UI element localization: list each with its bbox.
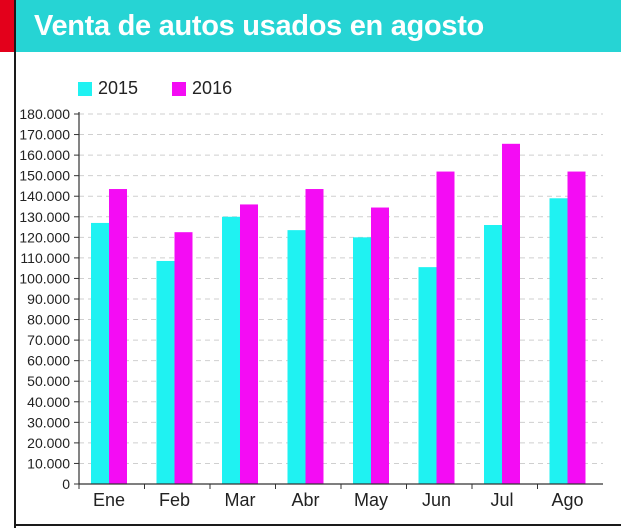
header-accent-block bbox=[0, 0, 14, 52]
y-tick-label: 30.000 bbox=[27, 414, 70, 430]
bar-2015-ene bbox=[91, 222, 109, 484]
legend-swatch-2016 bbox=[172, 81, 187, 96]
bar-2015-jul bbox=[484, 225, 502, 484]
y-tick-label: 40.000 bbox=[27, 394, 70, 410]
x-category-label: Jun bbox=[422, 490, 451, 510]
x-category-label: Jul bbox=[490, 490, 513, 510]
y-tick-label: 60.000 bbox=[27, 353, 70, 369]
bar-2015-may bbox=[353, 237, 371, 484]
bar-2016-abr bbox=[305, 189, 324, 484]
y-tick-label: 170.000 bbox=[19, 127, 70, 143]
bar-2016-mar bbox=[240, 204, 258, 484]
bar-2016-may bbox=[371, 207, 389, 484]
x-category-label: Mar bbox=[225, 490, 256, 510]
legend-label-2016: 2016 bbox=[192, 78, 233, 98]
y-tick-label: 180.000 bbox=[19, 106, 70, 122]
header-bar: Venta de autos usados en agosto bbox=[16, 0, 621, 52]
bar-2016-ago bbox=[567, 171, 586, 485]
bar-2016-jun bbox=[436, 171, 455, 485]
legend-item-2015: 2015 bbox=[78, 78, 138, 99]
legend-swatch-2015 bbox=[78, 81, 92, 96]
y-tick-label: 150.000 bbox=[19, 168, 70, 184]
chart-legend: 2015 2016 bbox=[78, 78, 266, 99]
bar-2015-mar bbox=[222, 216, 240, 484]
legend-label-2015: 2015 bbox=[98, 78, 139, 98]
y-tick-label: 140.000 bbox=[19, 188, 70, 204]
y-tick-label: 50.000 bbox=[27, 373, 70, 389]
bar-2016-jul bbox=[502, 143, 520, 485]
y-tick-label: 100.000 bbox=[19, 270, 70, 286]
chart-title: Venta de autos usados en agosto bbox=[34, 9, 484, 42]
y-tick-label: 70.000 bbox=[27, 332, 70, 348]
bar-2015-feb bbox=[156, 260, 175, 484]
y-tick-label: 0 bbox=[62, 476, 70, 492]
y-tick-label: 130.000 bbox=[19, 209, 70, 225]
bar-2015-jun bbox=[418, 267, 437, 484]
bar-2016-ene bbox=[109, 189, 127, 484]
x-category-label: May bbox=[354, 490, 388, 510]
bar-2015-abr bbox=[287, 230, 306, 484]
y-tick-label: 10.000 bbox=[27, 455, 70, 471]
left-border-rule bbox=[14, 0, 16, 528]
bottom-border-rule bbox=[16, 524, 621, 526]
legend-item-2016: 2016 bbox=[172, 78, 232, 99]
y-tick-label: 20.000 bbox=[27, 435, 70, 451]
y-tick-label: 160.000 bbox=[19, 147, 70, 163]
x-category-label: Feb bbox=[159, 490, 190, 510]
y-tick-label: 110.000 bbox=[20, 250, 70, 266]
bar-2015-ago bbox=[549, 198, 568, 484]
x-category-label: Ene bbox=[93, 490, 125, 510]
y-tick-label: 120.000 bbox=[19, 229, 70, 245]
bar-2016-feb bbox=[174, 232, 193, 484]
x-category-label: Abr bbox=[291, 490, 319, 510]
y-tick-label: 90.000 bbox=[27, 291, 70, 307]
x-category-label: Ago bbox=[551, 490, 583, 510]
y-tick-label: 80.000 bbox=[27, 312, 70, 328]
